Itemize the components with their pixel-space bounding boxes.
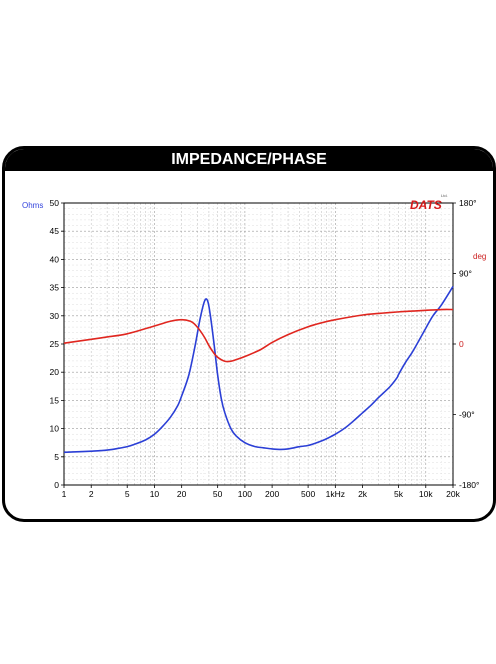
x-tick-label: 20: [177, 489, 187, 499]
logo-text: DATS: [410, 198, 442, 212]
y-right-tick-label: 0: [459, 339, 464, 349]
x-tick-label: 5k: [394, 489, 404, 499]
x-tick-label: 200: [265, 489, 279, 499]
y-left-tick-label: 20: [50, 367, 60, 377]
x-tick-label: 50: [213, 489, 223, 499]
y-left-tick-label: 5: [54, 452, 59, 462]
x-tick-label: 2: [89, 489, 94, 499]
y-left-tick-label: 40: [50, 254, 60, 264]
left-axis-label: Ohms: [22, 201, 43, 210]
x-tick-label: 500: [301, 489, 315, 499]
y-right-tick-label: -90°: [459, 410, 475, 420]
axis-labels: 1 2 5 10 20 50 100 200 500 1kHz 2k 5k 10k 20k05101520…: [50, 198, 480, 499]
dats-logo: DATS Ltd.: [410, 193, 448, 212]
x-tick-label: 2k: [358, 489, 368, 499]
x-tick-label: 10k: [419, 489, 433, 499]
y-right-tick-label: 180°: [459, 198, 477, 208]
y-right-tick-label: -180°: [459, 480, 479, 490]
x-tick-label: 20k: [446, 489, 460, 499]
phase-curve: [63, 308, 454, 363]
y-right-tick-label: 90°: [459, 269, 472, 279]
y-left-tick-label: 30: [50, 311, 60, 321]
logo-small-text: Ltd.: [441, 193, 448, 198]
y-left-tick-label: 25: [50, 339, 60, 349]
x-tick-label: 100: [238, 489, 252, 499]
y-left-tick-label: 35: [50, 283, 60, 293]
x-tick-label: 1kHz: [326, 489, 345, 499]
y-left-tick-label: 45: [50, 226, 60, 236]
plot-border: [63, 202, 454, 486]
y-left-tick-label: 50: [50, 198, 60, 208]
x-tick-label: 5: [125, 489, 130, 499]
impedance-curve: [63, 286, 454, 454]
y-left-tick-label: 10: [50, 424, 60, 434]
series-layer: [63, 286, 454, 454]
chart-title: IMPEDANCE/PHASE: [5, 149, 493, 171]
right-axis-label: deg: [473, 252, 486, 261]
plot-grid: [64, 203, 453, 485]
chart-frame: IMPEDANCE/PHASE 1 2 5 10 20 50 100 200 500 1kHz 2k…: [2, 146, 496, 522]
x-tick-label: 10: [150, 489, 160, 499]
impedance-phase-chart: 1 2 5 10 20 50 100 200 500 1kHz 2k 5k 10k 20k05101520…: [22, 193, 486, 499]
x-tick-label: 1: [62, 489, 67, 499]
y-left-tick-label: 15: [50, 395, 60, 405]
y-left-tick-label: 0: [54, 480, 59, 490]
